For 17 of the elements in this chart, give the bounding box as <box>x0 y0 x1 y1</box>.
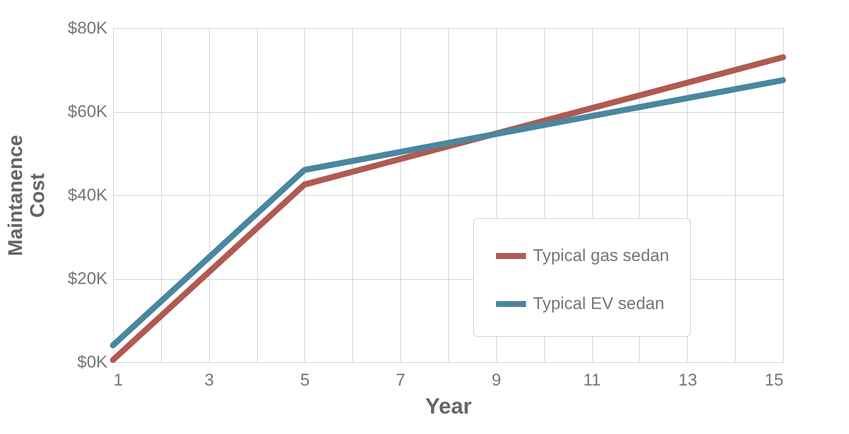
x-tick-label: 5 <box>300 370 310 390</box>
y-tick-label: $0K <box>77 352 108 372</box>
legend-label: Typical EV sedan <box>533 294 664 313</box>
y-axis-title: Maintanence Cost <box>4 134 49 256</box>
x-axis-title: Year <box>425 394 472 418</box>
x-tick-label: 1 <box>114 370 123 390</box>
x-tick-label: 9 <box>492 370 502 390</box>
legend-label: Typical gas sedan <box>533 246 670 265</box>
y-tick-label: $80K <box>68 18 108 38</box>
x-tick-label: 7 <box>396 370 406 390</box>
x-tick-label: 15 <box>764 370 784 390</box>
x-tick-label: 3 <box>204 370 214 390</box>
y-tick-label: $40K <box>68 186 108 204</box>
y-tick-label: $60K <box>68 102 108 121</box>
x-tick-label: 13 <box>678 370 698 390</box>
x-tick-label: 11 <box>583 370 601 390</box>
y-tick-label: $20K <box>68 269 108 288</box>
